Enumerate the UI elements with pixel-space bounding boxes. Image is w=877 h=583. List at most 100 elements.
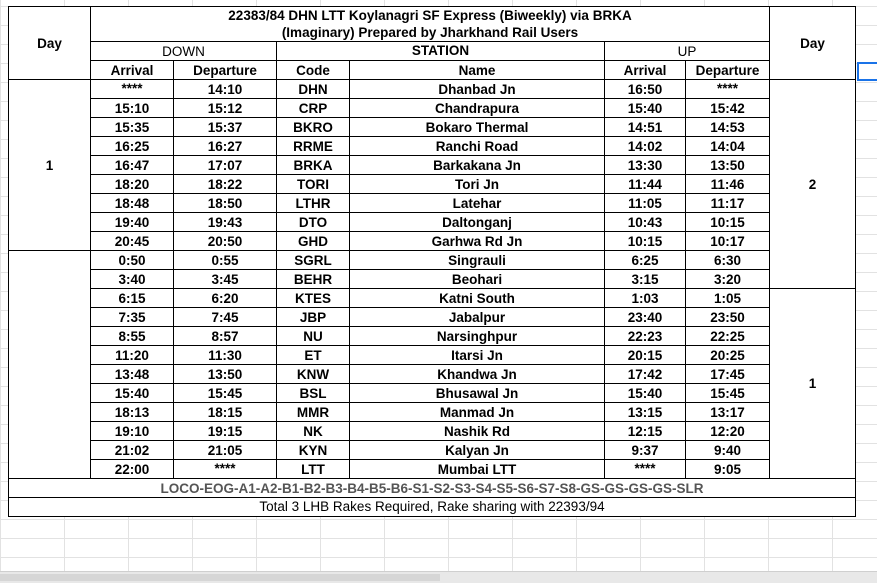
table-row: 6:15 6:20 KTES Katni South 1:03 1:05 1 [9, 288, 856, 479]
up-arrival-cell: 10:43 [604, 212, 686, 232]
station-code-cell: KTES [276, 288, 350, 308]
table-row: 20:45 20:50 GHD Garhwa Rd Jn 10:15 10:17 [9, 231, 856, 251]
down-arrival-cell: 16:47 [90, 155, 174, 175]
down-arrival-cell: 6:15 [90, 288, 174, 308]
station-code-cell: BSL [276, 383, 350, 403]
up-arrival-cell: 22:23 [604, 326, 686, 346]
down-departure-cell: 20:50 [173, 231, 277, 251]
up-arrival-cell: 15:40 [604, 98, 686, 118]
down-departure-cell: 18:22 [173, 174, 277, 194]
loco-composition: LOCO-EOG-A1-A2-B1-B2-B3-B4-B5-B6-S1-S2-S… [8, 478, 856, 498]
up-departure-cell: 11:46 [685, 174, 770, 194]
table-row: 15:35 15:37 BKRO Bokaro Thermal 14:51 14:53 [9, 117, 856, 137]
up-departure-cell: 1:05 [685, 288, 770, 308]
down-departure-cell: 15:37 [173, 117, 277, 137]
title-line-1: 22383/84 DHN LTT Koylanagri SF Express (… [228, 8, 632, 23]
down-departure-cell: 18:15 [173, 402, 277, 422]
station-name-cell: Nashik Rd [349, 421, 605, 441]
up-departure-cell: 22:25 [685, 326, 770, 346]
down-departure-cell: 19:43 [173, 212, 277, 232]
up-arrival-cell: 14:02 [604, 136, 686, 156]
up-departure-cell: 13:17 [685, 402, 770, 422]
up-departure-cell: 11:17 [685, 193, 770, 213]
up-departure-cell: 14:04 [685, 136, 770, 156]
down-departure-cell: 17:07 [173, 155, 277, 175]
station-code-cell: GHD [276, 231, 350, 251]
station-name-cell: Mumbai LTT [349, 459, 605, 479]
station-name-cell: Garhwa Rd Jn [349, 231, 605, 251]
down-arrival-cell: 8:55 [90, 326, 174, 346]
up-arrival-cell: 12:15 [604, 421, 686, 441]
up-departure-cell: 9:05 [685, 459, 770, 479]
down-departure-cell: 7:45 [173, 307, 277, 327]
up-label: UP [604, 41, 770, 61]
down-departure-cell: 3:45 [173, 269, 277, 289]
up-day-cell: 2 [769, 79, 856, 289]
station-name-cell: Jabalpur [349, 307, 605, 327]
down-arrival-cell: 21:02 [90, 440, 174, 460]
timetable: Day 22383/84 DHN LTT Koylanagri SF Expre… [8, 6, 856, 517]
table-row: 21:02 21:05 KYN Kalyan Jn 9:37 9:40 [9, 440, 856, 460]
station-code-cell: LTHR [276, 193, 350, 213]
col-down-departure: Departure [173, 60, 277, 80]
station-code-cell: CRP [276, 98, 350, 118]
table-row: 22:00 **** LTT Mumbai LTT **** 9:05 [9, 459, 856, 479]
station-code-cell: KYN [276, 440, 350, 460]
station-name-cell: Singrauli [349, 250, 605, 270]
down-arrival-cell: 19:10 [90, 421, 174, 441]
down-departure-cell: 16:27 [173, 136, 277, 156]
up-day-cell: 1 [769, 288, 856, 479]
station-name-cell: Bokaro Thermal [349, 117, 605, 137]
col-up-arrival: Arrival [604, 60, 686, 80]
up-arrival-cell: 23:40 [604, 307, 686, 327]
up-departure-cell: 9:40 [685, 440, 770, 460]
down-arrival-cell: 18:48 [90, 193, 174, 213]
horizontal-scrollbar[interactable] [0, 571, 877, 583]
table-row: 11:20 11:30 ET Itarsi Jn 20:15 20:25 [9, 345, 856, 365]
down-day-cell [8, 250, 91, 479]
table-row: 3:40 3:45 BEHR Beohari 3:15 3:20 [9, 269, 856, 289]
down-arrival-cell: **** [90, 79, 174, 99]
up-departure-cell: 20:25 [685, 345, 770, 365]
station-name-cell: Narsinghpur [349, 326, 605, 346]
station-name-cell: Tori Jn [349, 174, 605, 194]
down-arrival-cell: 13:48 [90, 364, 174, 384]
title-line-2: (Imaginary) Prepared by Jharkhand Rail U… [281, 25, 579, 40]
table-row: 19:10 19:15 NK Nashik Rd 12:15 12:20 [9, 421, 856, 441]
table-row: 0:50 0:55 SGRL Singrauli 6:25 6:30 [8, 250, 856, 479]
station-code-cell: DTO [276, 212, 350, 232]
down-arrival-cell: 18:20 [90, 174, 174, 194]
station-label: STATION [276, 41, 605, 61]
scrollbar-thumb[interactable] [0, 574, 440, 581]
up-arrival-cell: 13:30 [604, 155, 686, 175]
col-code: Code [276, 60, 350, 80]
down-departure-cell: 18:50 [173, 193, 277, 213]
station-name-cell: Kalyan Jn [349, 440, 605, 460]
up-departure-cell: 10:15 [685, 212, 770, 232]
station-name-cell: Ranchi Road [349, 136, 605, 156]
station-name-cell: Latehar [349, 193, 605, 213]
down-departure-cell: 15:12 [173, 98, 277, 118]
down-departure-cell: 0:55 [173, 250, 277, 270]
table-row: 18:13 18:15 MMR Manmad Jn 13:15 13:17 [9, 402, 856, 422]
up-departure-cell: 3:20 [685, 269, 770, 289]
table-row: 18:48 18:50 LTHR Latehar 11:05 11:17 [9, 193, 856, 213]
station-code-cell: SGRL [276, 250, 350, 270]
up-departure-cell: 23:50 [685, 307, 770, 327]
station-code-cell: BRKA [276, 155, 350, 175]
down-departure-cell: 11:30 [173, 345, 277, 365]
down-departure-cell: 19:15 [173, 421, 277, 441]
up-arrival-cell: 13:15 [604, 402, 686, 422]
table-row: 19:40 19:43 DTO Daltonganj 10:43 10:15 [9, 212, 856, 232]
down-departure-cell: 8:57 [173, 326, 277, 346]
table-row: 16:25 16:27 RRME Ranchi Road 14:02 14:04 [9, 136, 856, 156]
station-name-cell: Itarsi Jn [349, 345, 605, 365]
selected-cell[interactable] [857, 62, 877, 81]
down-label: DOWN [90, 41, 277, 61]
col-up-departure: Departure [685, 60, 770, 80]
table-row: 13:48 13:50 KNW Khandwa Jn 17:42 17:45 [9, 364, 856, 384]
station-code-cell: JBP [276, 307, 350, 327]
up-departure-cell: 14:53 [685, 117, 770, 137]
station-name-cell: Khandwa Jn [349, 364, 605, 384]
station-name-cell: Chandrapura [349, 98, 605, 118]
